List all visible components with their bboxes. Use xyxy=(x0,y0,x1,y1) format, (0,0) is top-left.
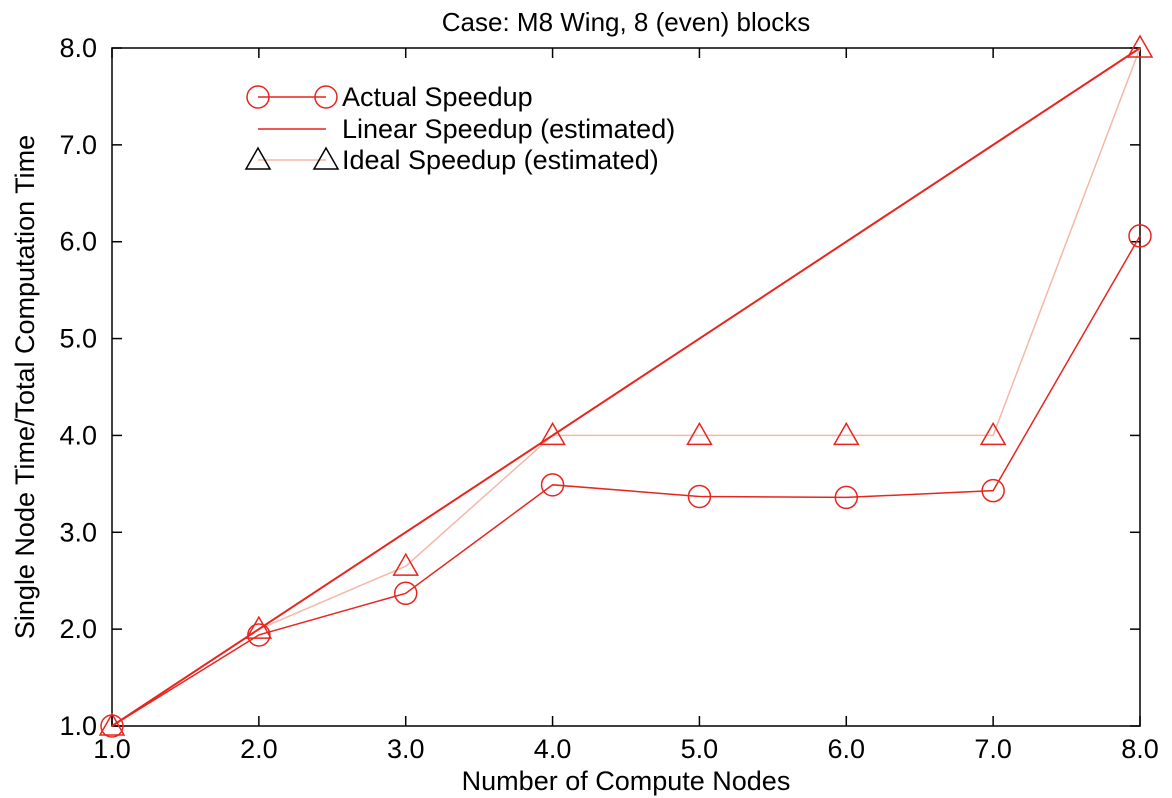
x-tick-label: 8.0 xyxy=(1121,734,1159,764)
legend-label: Actual Speedup xyxy=(342,82,533,112)
x-tick-label: 2.0 xyxy=(240,734,278,764)
legend-label: Linear Speedup (estimated) xyxy=(342,114,675,144)
data-point-triangle xyxy=(686,421,713,446)
data-point-triangle xyxy=(245,615,273,639)
y-tick-label: 2.0 xyxy=(59,614,97,644)
y-tick-label: 3.0 xyxy=(59,517,97,547)
series-linear-speedup-estimated xyxy=(111,47,1141,727)
data-point-circle xyxy=(247,623,271,647)
y-tick-label: 6.0 xyxy=(59,227,97,257)
data-point-circle xyxy=(1128,224,1152,248)
legend-marker-circle xyxy=(314,85,338,109)
x-tick-label: 4.0 xyxy=(534,734,572,764)
data-point-triangle xyxy=(392,552,420,576)
series-line xyxy=(111,235,1141,727)
series-ideal-speedup-estimated xyxy=(98,34,1154,736)
plot-frame xyxy=(111,47,1141,727)
y-tick-label: 8.0 xyxy=(59,33,97,63)
y-tick-label: 1.0 xyxy=(59,711,97,741)
data-point-circle xyxy=(393,581,418,606)
y-tick-label: 7.0 xyxy=(59,130,97,160)
data-point-triangle xyxy=(98,712,126,736)
axis-ticks: 1.0 2.0 3.0 4.0 5.0 6.0 7.0 8.0 1.0 2.0 3.0 4.0 5.0 6… xyxy=(59,33,1158,764)
data-point-triangle xyxy=(979,421,1007,446)
data-point-circle xyxy=(981,478,1005,503)
x-tick-label: 6.0 xyxy=(828,734,866,764)
chart-title: Case: M8 Wing, 8 (even) blocks xyxy=(442,7,810,37)
x-axis-label: Number of Compute Nodes xyxy=(462,766,791,796)
legend-entry: Ideal Speedup (estimated) xyxy=(244,145,659,175)
legend-label: Ideal Speedup (estimated) xyxy=(342,145,659,175)
y-axis-label: Single Node Time/Total Computation Time xyxy=(10,135,40,639)
data-point-circle xyxy=(687,484,712,509)
y-tick-label: 4.0 xyxy=(59,420,97,450)
legend-entry: Linear Speedup (estimated) xyxy=(258,114,675,144)
legend-marker-triangle xyxy=(244,146,272,170)
data-point-triangle xyxy=(1126,34,1154,58)
legend-entry: Actual Speedup xyxy=(246,82,533,112)
series-actual-speedup xyxy=(100,224,1152,738)
series-layer xyxy=(98,34,1154,738)
x-tick-label: 3.0 xyxy=(387,734,425,764)
legend-marker-circle xyxy=(246,85,270,109)
legend-marker-triangle xyxy=(312,146,340,170)
data-point-circle xyxy=(540,473,565,497)
data-point-triangle xyxy=(539,421,566,446)
x-tick-label: 7.0 xyxy=(974,734,1012,764)
series-line xyxy=(111,47,1141,727)
x-tick-label: 5.0 xyxy=(681,734,719,764)
x-tick-label: 1.0 xyxy=(93,734,131,764)
data-point-triangle xyxy=(832,421,860,446)
y-tick-label: 5.0 xyxy=(59,324,97,354)
data-point-circle xyxy=(834,485,859,510)
series-line xyxy=(111,47,1141,727)
data-point-circle xyxy=(100,714,124,738)
